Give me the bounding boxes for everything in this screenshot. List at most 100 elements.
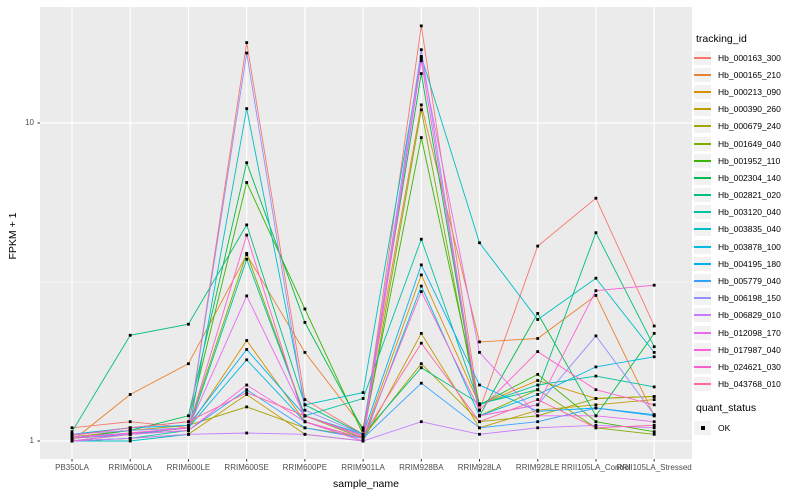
legend-key-line: [694, 159, 711, 162]
data-point-Hb_002304_140: [652, 332, 656, 335]
data-point-Hb_006198_150: [303, 408, 307, 412]
legend-quant-item: OK: [694, 419, 730, 436]
data-point-Hb_003120_040: [245, 257, 249, 261]
data-point-Hb_000163_300: [70, 426, 74, 430]
legend-item: Hb_002304_140: [694, 169, 781, 186]
legend-key-line: [694, 194, 711, 197]
legend-key-swatch: [694, 119, 711, 134]
data-point-Hb_000163_300: [419, 24, 423, 28]
data-point-Hb_043768_010: [652, 423, 656, 427]
legend-item: Hb_003120_040: [694, 204, 781, 221]
legend-item-label: Hb_024621_030: [718, 361, 781, 372]
legend-item-label: Hb_004195_180: [718, 258, 781, 269]
legend-key-swatch: [694, 359, 711, 374]
data-point-Hb_024621_030: [245, 233, 249, 237]
data-point-Hb_043768_010: [245, 391, 249, 394]
data-point-Hb_000213_090: [536, 379, 540, 382]
data-point-Hb_002304_140: [361, 429, 365, 432]
data-point-Hb_003835_040: [478, 241, 481, 245]
data-point-Hb_005779_040: [594, 406, 598, 410]
data-point-Hb_017987_040: [536, 403, 540, 407]
data-point-Hb_003120_040: [594, 374, 598, 378]
data-point-Hb_005779_040: [478, 426, 481, 430]
data-point-Hb_000165_210: [128, 393, 132, 396]
data-point-Hb_043768_010: [478, 420, 481, 424]
legend-item-label: Hb_017987_040: [718, 344, 781, 355]
data-point-Hb_001952_110: [419, 136, 423, 139]
data-point-Hb_001952_110: [245, 181, 249, 184]
legend-key-line: [694, 245, 711, 248]
legend-key-line: [694, 331, 711, 334]
legend-item: Hb_002821_020: [694, 187, 781, 204]
data-point-Hb_002821_020: [187, 322, 190, 326]
data-point-Hb_001952_110: [652, 430, 656, 434]
data-point-Hb_000163_300: [594, 196, 598, 200]
legend-item-label: Hb_001649_040: [718, 138, 781, 149]
data-point-Hb_001952_110: [303, 307, 307, 311]
legend-key-swatch: [694, 84, 711, 99]
data-point-Hb_004195_180: [187, 423, 190, 427]
data-point-Hb_006829_010: [128, 436, 132, 440]
legend-item: Hb_000679_240: [694, 118, 781, 135]
data-point-Hb_006829_010: [652, 426, 656, 430]
data-point-Hb_000213_090: [419, 273, 423, 277]
legend-key-swatch: [694, 222, 711, 237]
data-point-Hb_017987_040: [478, 414, 481, 418]
data-point-Hb_000679_240: [245, 405, 249, 409]
legend-key-swatch: [694, 342, 711, 357]
data-point-Hb_000165_210: [594, 294, 598, 297]
legend-key-swatch: [694, 205, 711, 220]
data-point-Hb_012098_170: [478, 351, 481, 354]
legend-item-label: Hb_003878_100: [718, 241, 781, 252]
data-point-Hb_001649_040: [419, 108, 423, 112]
data-point-Hb_006829_010: [245, 431, 249, 435]
data-point-Hb_000165_210: [536, 337, 540, 340]
legend-item-label: Hb_043768_010: [718, 379, 781, 390]
legend-item: Hb_004195_180: [694, 255, 781, 272]
data-point-Hb_043768_010: [303, 414, 307, 418]
x-tick-label: RRIM928LA: [457, 463, 502, 472]
data-point-Hb_005779_040: [536, 420, 540, 424]
legend-key-line: [694, 90, 711, 93]
data-point-Hb_003835_040: [128, 439, 132, 443]
data-point-Hb_017987_040: [652, 283, 656, 287]
data-point-Hb_006829_010: [594, 423, 598, 427]
x-tick-label: RRII105LA_Stressed: [616, 463, 692, 472]
data-point-Hb_006829_010: [303, 432, 307, 436]
data-point-Hb_002821_020: [70, 430, 74, 434]
legend-item-label: Hb_002304_140: [718, 172, 781, 183]
data-point-Hb_006198_150: [419, 48, 423, 52]
legend-key-swatch: [694, 102, 711, 117]
data-point-Hb_001952_110: [594, 420, 598, 424]
legend-key-swatch: [694, 153, 711, 168]
legend-quant-label: OK: [718, 422, 731, 433]
data-point-Hb_002821_020: [594, 231, 598, 235]
data-point-Hb_006829_010: [478, 432, 481, 436]
legend-key-line: [694, 176, 711, 179]
legend: tracking_id Hb_000163_300 Hb_000165_210 Hb…: [690, 0, 800, 500]
data-point-Hb_002304_140: [419, 72, 423, 75]
legend-item: Hb_024621_030: [694, 358, 781, 375]
legend-key-swatch: [694, 239, 711, 254]
data-point-Hb_005779_040: [303, 426, 307, 430]
black-square-point-icon: [700, 425, 705, 430]
data-point-Hb_000163_300: [652, 324, 656, 328]
data-point-Hb_000163_300: [303, 398, 307, 401]
data-point-Hb_003835_040: [361, 391, 365, 394]
legend-key-line: [694, 142, 711, 145]
y-axis-title: FPKM + 1: [7, 212, 19, 260]
plot-panel: [40, 7, 692, 459]
data-point-Hb_002821_020: [419, 366, 423, 370]
data-point-Hb_003878_100: [536, 393, 540, 396]
data-point-Hb_000165_210: [478, 340, 481, 344]
data-point-Hb_002821_020: [245, 223, 249, 227]
legend-item-label: Hb_000163_300: [718, 52, 781, 63]
data-point-Hb_012098_170: [652, 420, 656, 424]
data-point-Hb_000165_210: [419, 103, 423, 107]
legend-item: Hb_006198_150: [694, 290, 781, 307]
legend-key-swatch: [694, 377, 711, 392]
data-point-Hb_000165_210: [303, 351, 307, 354]
legend-key-line: [694, 73, 711, 76]
legend-key-swatch: [694, 420, 711, 435]
legend-title-tracking-id: tracking_id: [696, 33, 747, 45]
